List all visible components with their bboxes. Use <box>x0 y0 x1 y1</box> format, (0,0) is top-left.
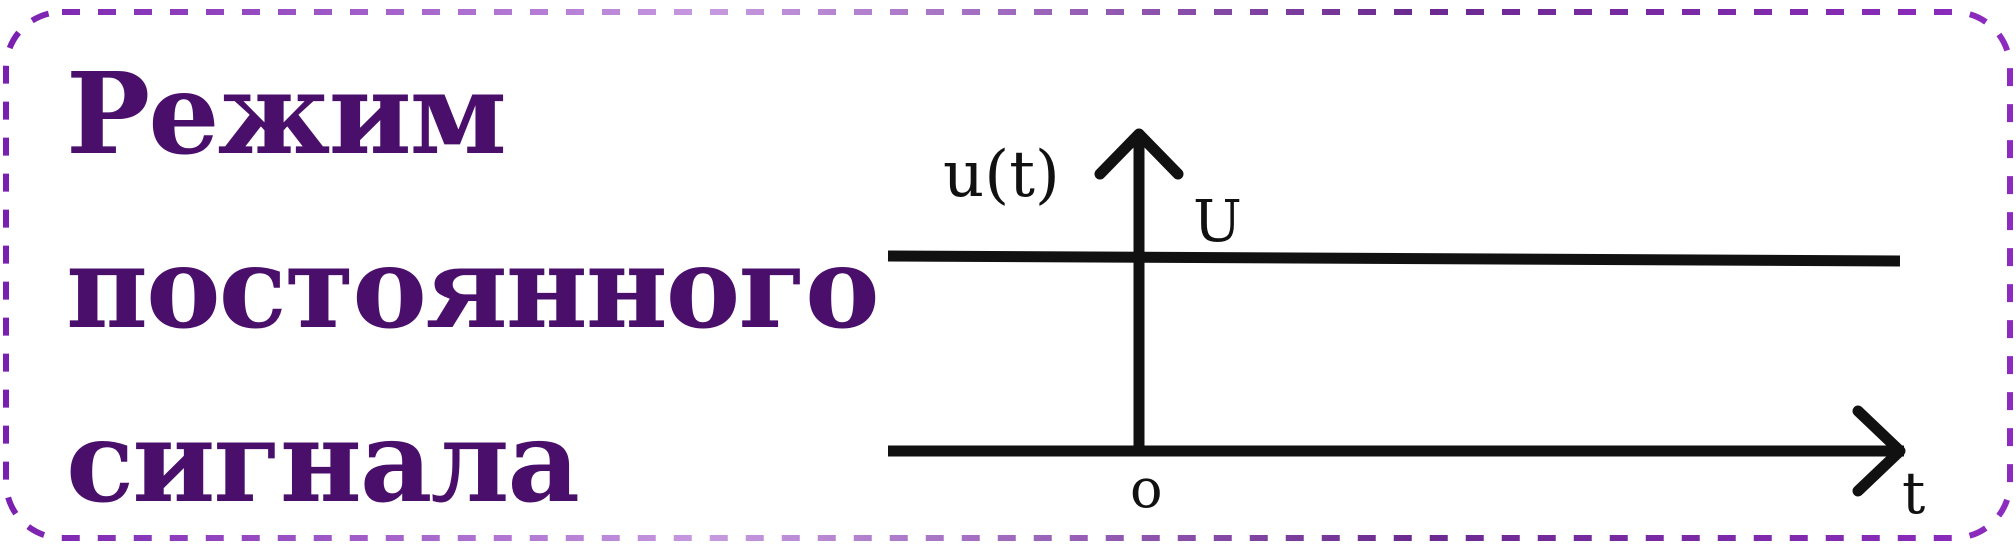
origin-label: o <box>1130 457 1163 520</box>
value-axis-label: u(t) <box>943 138 1060 212</box>
level-label: U <box>1193 187 1242 255</box>
title-line-1: Режим <box>66 49 507 180</box>
time-axis-label: t <box>1902 459 1925 527</box>
constant-signal-line <box>887 250 1901 267</box>
time-axis-arrowhead <box>1852 405 1906 497</box>
value-axis-arrowhead <box>1094 128 1184 180</box>
diagram-title: Режим постоянного сигнала <box>66 28 886 550</box>
title-line-3: сигнала <box>66 397 580 528</box>
title-line-2: постоянного <box>66 223 880 354</box>
